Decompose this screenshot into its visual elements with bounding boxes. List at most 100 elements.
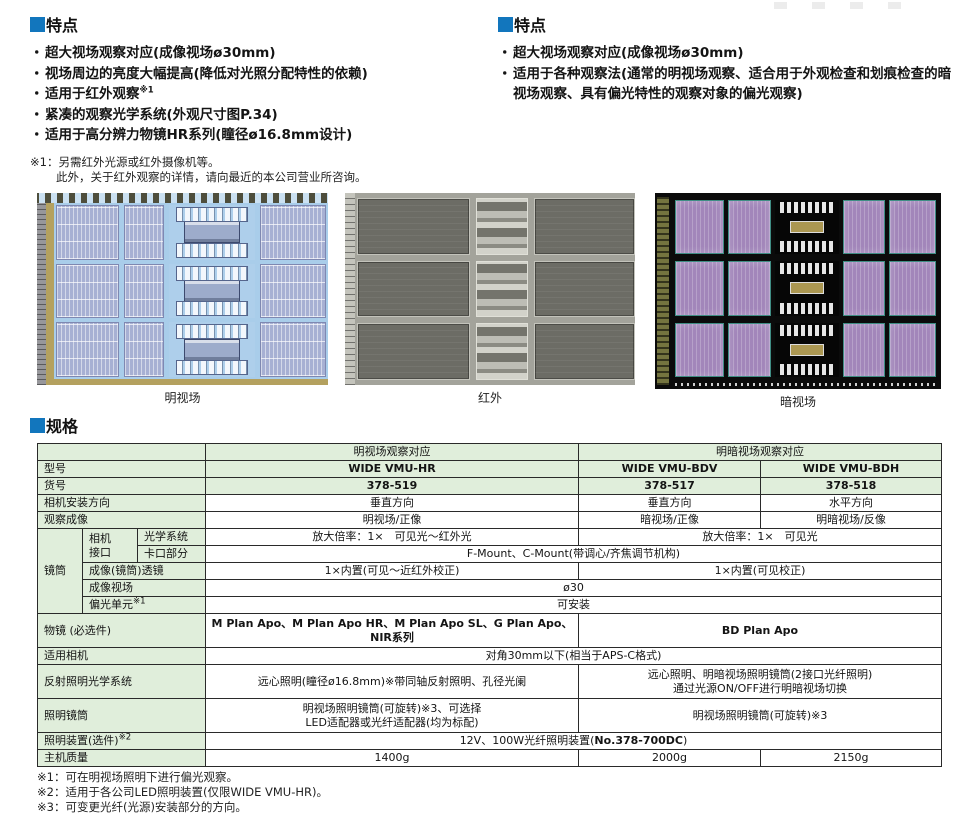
feature-bullet: ・ 超大视场观察对应(成像视场ø30mm) [498, 43, 953, 64]
feature-bullet: ・ 超大视场观察对应(成像视场ø30mm) [30, 43, 485, 64]
table-row: 观察成像 明视场/正像 暗视场/正像 明暗视场/反像 [37, 511, 942, 529]
feature-text-main: 适用于红外观察 [45, 86, 140, 102]
specs-heading: 规格 [30, 413, 78, 437]
spec-model-hr: WIDE VMU-HR [205, 460, 579, 478]
figure-darkfield: 暗视场 [655, 193, 941, 410]
feature-bullet: ・ 视场周边的亮度大幅提高(降低对光照分配特性的依赖) [30, 64, 485, 85]
spec-header-empty-cell [37, 443, 206, 461]
label-text: 照明装置(选件) [44, 734, 119, 748]
spec-camdir-bdh: 水平方向 [760, 494, 942, 512]
table-row: 偏光单元※1 可安装 [38, 596, 942, 614]
spec-refl-bd: 远心照明、明暗视场照明镜筒(2接口光纤照明) 通过光源ON/OFF进行明暗视场切… [578, 664, 942, 699]
spec-obs-hr: 明视场/正像 [205, 511, 579, 529]
specs-footnotes: ※1：可在明视场照明下进行偏光观察。 ※2：适用于各公司LED照明装置(仅限WI… [37, 770, 328, 815]
spec-obs-bdh: 明暗视场/反像 [760, 511, 942, 529]
label-text: 偏光单元 [89, 598, 133, 612]
table-row: 卡口部分 F-Mount、C-Mount(带调心/齐焦调节机构) [38, 545, 942, 563]
chip-edge-strip [37, 203, 46, 385]
specs-table: 明视场观察对应 明暗视场观察对应 型号 WIDE VMU-HR WIDE VMU… [37, 443, 942, 767]
feature-bullet: ・ 适用于高分辨力物镜HR系列(瞳径ø16.8mm设计) [30, 125, 485, 146]
table-row: 反射照明光学系统 远心照明(瞳径ø16.8mm)※带同轴反射照明、孔径光阑 远心… [37, 664, 942, 699]
spec-mount-all: F-Mount、C-Mount(带调心/齐焦调节机构) [205, 545, 942, 563]
spec-objective-bd: BD Plan Apo [578, 613, 942, 648]
bullet-marker: ・ [498, 65, 512, 82]
spec-illumtube-hr: 明视场照明镜筒(可旋转)※3、可选择 LED适配器或光纤适配器(均为标配) [205, 698, 579, 733]
spec-weight-bdv: 2000g [578, 749, 761, 767]
table-row: 明视场观察对应 明暗视场观察对应 [37, 443, 942, 461]
table-row: 货号 378-519 378-517 378-518 [37, 477, 942, 495]
table-row: 物镜 (必选件) M Plan Apo、M Plan Apo HR、M Plan… [37, 613, 942, 648]
feature-text: 视场周边的亮度大幅提高(降低对光照分配特性的依赖) [45, 65, 368, 82]
table-row: 镜筒 相机 接口 光学系统 放大倍率：1× 可见光～红外光 放大倍率：1× 可见… [37, 528, 942, 614]
spec-label-polarizer: 偏光单元※1 [82, 596, 206, 614]
spec-model-bdh: WIDE VMU-BDH [760, 460, 942, 478]
bullet-marker: ・ [30, 65, 44, 82]
spec-code-hr: 378-519 [205, 477, 579, 495]
spec-label-code: 货号 [37, 477, 206, 495]
spec-lens-bd: 1×内置(可见校正) [578, 562, 942, 580]
chip-cell-area [675, 200, 936, 377]
spec-optics-hr: 放大倍率：1× 可见光～红外光 [205, 528, 579, 546]
value-text: ) [683, 734, 688, 748]
table-row: 成像(镜筒)透镜 1×内置(可见～近红外校正) 1×内置(可见校正) [38, 562, 942, 580]
footnote-ref: ※1 [133, 596, 146, 607]
table-row: 主机质量 1400g 2000g 2150g [37, 749, 942, 767]
value-text: 12V、100W光纤照明装置( [459, 734, 595, 748]
spec-code-bdh: 378-518 [760, 477, 942, 495]
spec-weight-hr: 1400g [205, 749, 579, 767]
chip-cell-area [56, 205, 326, 378]
spec-label-observation: 观察成像 [37, 511, 206, 529]
feature-bullet: ・ 适用于红外观察※1 [30, 84, 485, 105]
spec-code-bdv: 378-517 [578, 477, 761, 495]
features-left-heading: 特点 [30, 12, 485, 36]
features-left-list: ・ 超大视场观察对应(成像视场ø30mm) ・ 视场周边的亮度大幅提高(降低对光… [30, 43, 485, 146]
spec-label-mount: 卡口部分 [137, 545, 206, 563]
chip-cell-area [357, 198, 635, 381]
spec-label-objective: 物镜 (必选件) [37, 613, 206, 648]
spec-label-field: 成像视场 [82, 579, 206, 597]
chip-bondpad-strip [675, 383, 935, 386]
spec-label-model: 型号 [37, 460, 206, 478]
spec-label-illumination-device: 照明装置(选件)※2 [37, 732, 206, 750]
bullet-marker: ・ [30, 106, 44, 123]
spec-polarizer-all: 可安装 [205, 596, 942, 614]
table-row: 照明装置(选件)※2 12V、100W光纤照明装置(No.378-700DC) [37, 732, 942, 750]
spec-label-camera: 适用相机 [37, 647, 206, 665]
spec-obs-bdv: 暗视场/正像 [578, 511, 761, 529]
features-left-footnote: ※1：另需红外光源或红外摄像机等。 此外，关于红外观察的详情，请向最近的本公司营… [30, 155, 485, 185]
features-right-list: ・ 超大视场观察对应(成像视场ø30mm) ・ 适用于各种观察法(通常的明视场观… [498, 43, 953, 105]
chip-edge-strip [657, 197, 669, 385]
footnote-line: ※1：可在明视场照明下进行偏光观察。 [37, 770, 238, 784]
spec-label-reflected-illumination: 反射照明光学系统 [37, 664, 206, 699]
spec-label-illumination-tube: 照明镜筒 [37, 698, 206, 733]
feature-text: 超大视场观察对应(成像视场ø30mm) [513, 45, 744, 61]
spec-illumdev-all: 12V、100W光纤照明装置(No.378-700DC) [205, 732, 942, 750]
cropped-page-header-artifact [774, 2, 924, 9]
feature-bullet: ・ 紧凑的观察光学系统(外观尺寸图P.34) [30, 105, 485, 126]
table-row: 成像视场 ø30 [38, 579, 942, 597]
footnote-ref: ※2 [118, 732, 132, 743]
bullet-marker: ・ [30, 127, 44, 143]
spec-camdir-bdv: 垂直方向 [578, 494, 761, 512]
table-row: 照明镜筒 明视场照明镜筒(可旋转)※3、可选择 LED适配器或光纤适配器(均为标… [37, 698, 942, 733]
spec-label-camera-direction: 相机安装方向 [37, 494, 206, 512]
chip-edge-strip [345, 193, 355, 385]
spec-optics-bd: 放大倍率：1× 可见光 [578, 528, 942, 546]
spec-group-brightfield: 明视场观察对应 [205, 443, 579, 461]
spec-weight-bdh: 2150g [760, 749, 942, 767]
spec-label-weight: 主机质量 [37, 749, 206, 767]
table-row: 适用相机 对角30mm以下(相当于APS-C格式) [37, 647, 942, 665]
value-part-number: No.378-700DC [594, 734, 684, 748]
features-right-heading: 特点 [498, 12, 953, 36]
feature-text: 超大视场观察对应(成像视场ø30mm) [45, 45, 276, 61]
spec-objective-hr: M Plan Apo、M Plan Apo HR、M Plan Apo SL、G… [205, 613, 579, 648]
bullet-marker: ・ [30, 45, 44, 61]
spec-label-tube: 镜筒 [37, 528, 83, 614]
figure-brightfield: 明视场 [37, 193, 328, 406]
figure-infrared: 红外 [345, 193, 635, 406]
figure-caption: 暗视场 [779, 395, 816, 409]
feature-text: 适用于各种观察法(通常的明视场观察、适合用于外观检查和划痕检查的暗视场观察、具有… [513, 65, 952, 103]
blue-square-icon [498, 16, 513, 32]
footnote-line: ※3：可变更光纤(光源)安装部分的方向。 [37, 800, 247, 814]
